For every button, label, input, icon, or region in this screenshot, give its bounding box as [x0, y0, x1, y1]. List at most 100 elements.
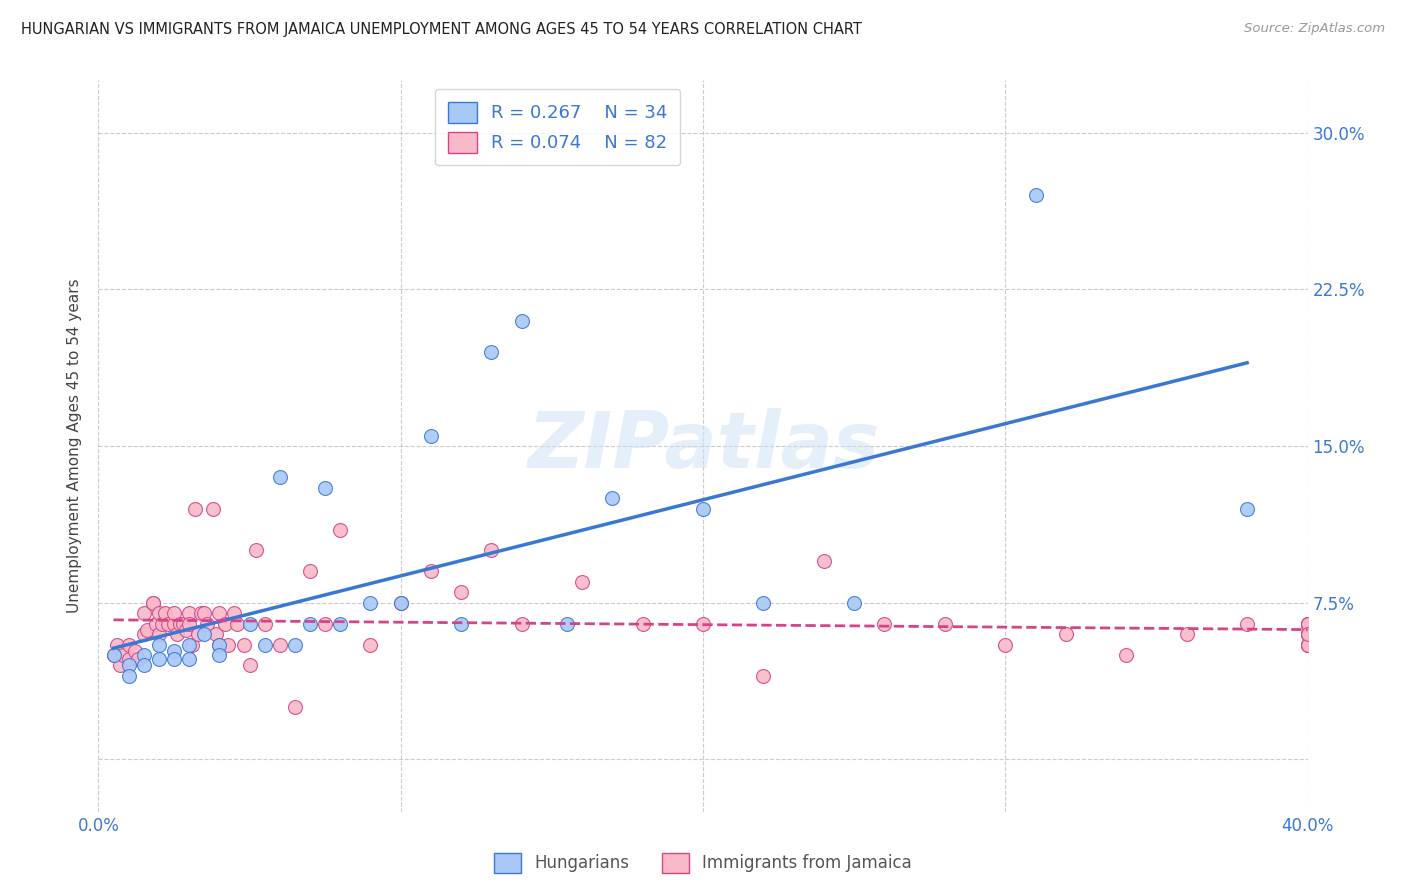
Point [190, 606, 212, 620]
Y-axis label: Unemployment Among Ages 45 to 54 years: Unemployment Among Ages 45 to 54 years [67, 278, 83, 614]
Point [752, 596, 775, 610]
Point [208, 606, 231, 620]
Point [329, 616, 352, 631]
Point [1296, 616, 1319, 631]
Point [205, 627, 228, 641]
Point [631, 616, 654, 631]
Point [555, 616, 578, 631]
Point [166, 627, 188, 641]
Point [420, 565, 443, 579]
Point [179, 616, 201, 631]
Point [108, 658, 131, 673]
Point [1296, 627, 1319, 641]
Point [179, 652, 201, 666]
Point [284, 638, 307, 652]
Point [1296, 616, 1319, 631]
Point [450, 616, 472, 631]
Point [103, 648, 125, 662]
Point [253, 616, 276, 631]
Text: Source: ZipAtlas.com: Source: ZipAtlas.com [1244, 22, 1385, 36]
Point [245, 543, 267, 558]
Point [510, 616, 533, 631]
Point [132, 606, 155, 620]
Point [135, 623, 157, 637]
Point [193, 627, 215, 641]
Point [148, 638, 170, 652]
Point [169, 616, 191, 631]
Point [239, 616, 262, 631]
Point [163, 644, 186, 658]
Point [132, 648, 155, 662]
Point [299, 616, 322, 631]
Point [329, 523, 352, 537]
Point [1175, 627, 1198, 641]
Point [1296, 627, 1319, 641]
Point [184, 501, 207, 516]
Point [118, 652, 141, 666]
Point [269, 638, 291, 652]
Point [692, 501, 714, 516]
Point [187, 627, 209, 641]
Point [174, 623, 197, 637]
Point [127, 652, 149, 666]
Point [571, 574, 593, 589]
Point [208, 648, 231, 662]
Point [284, 700, 307, 714]
Point [1054, 627, 1077, 641]
Point [232, 638, 254, 652]
Text: ZIPatlas: ZIPatlas [527, 408, 879, 484]
Point [153, 606, 176, 620]
Point [132, 627, 155, 641]
Point [1296, 627, 1319, 641]
Point [752, 669, 775, 683]
Point [148, 652, 170, 666]
Point [1296, 638, 1319, 652]
Point [103, 648, 125, 662]
Point [118, 669, 141, 683]
Point [1296, 616, 1319, 631]
Point [1296, 616, 1319, 631]
Point [179, 638, 201, 652]
Point [226, 616, 249, 631]
Point [172, 616, 194, 631]
Point [1024, 188, 1046, 202]
Point [314, 616, 336, 631]
Point [208, 638, 231, 652]
Point [389, 596, 412, 610]
Point [1296, 638, 1319, 652]
Point [214, 616, 236, 631]
Point [142, 596, 165, 610]
Point [1296, 616, 1319, 631]
Point [163, 606, 186, 620]
Point [208, 638, 231, 652]
Point [163, 652, 186, 666]
Point [239, 658, 262, 673]
Point [450, 585, 472, 599]
Point [124, 644, 146, 658]
Point [873, 616, 896, 631]
Point [156, 616, 179, 631]
Point [148, 627, 170, 641]
Point [692, 616, 714, 631]
Point [150, 616, 173, 631]
Point [224, 606, 246, 620]
Text: HUNGARIAN VS IMMIGRANTS FROM JAMAICA UNEMPLOYMENT AMONG AGES 45 TO 54 YEARS CORR: HUNGARIAN VS IMMIGRANTS FROM JAMAICA UNE… [21, 22, 862, 37]
Point [844, 596, 866, 610]
Point [105, 638, 128, 652]
Point [269, 470, 291, 484]
Point [360, 596, 382, 610]
Point [481, 345, 503, 359]
Point [602, 491, 624, 506]
Legend: R = 0.267    N = 34, R = 0.074    N = 82: R = 0.267 N = 34, R = 0.074 N = 82 [436, 89, 681, 165]
Point [253, 638, 276, 652]
Point [142, 596, 165, 610]
Point [934, 616, 956, 631]
Point [145, 616, 167, 631]
Point [195, 616, 218, 631]
Point [193, 606, 215, 620]
Point [1296, 627, 1319, 641]
Point [181, 638, 204, 652]
Point [314, 481, 336, 495]
Point [481, 543, 503, 558]
Point [360, 638, 382, 652]
